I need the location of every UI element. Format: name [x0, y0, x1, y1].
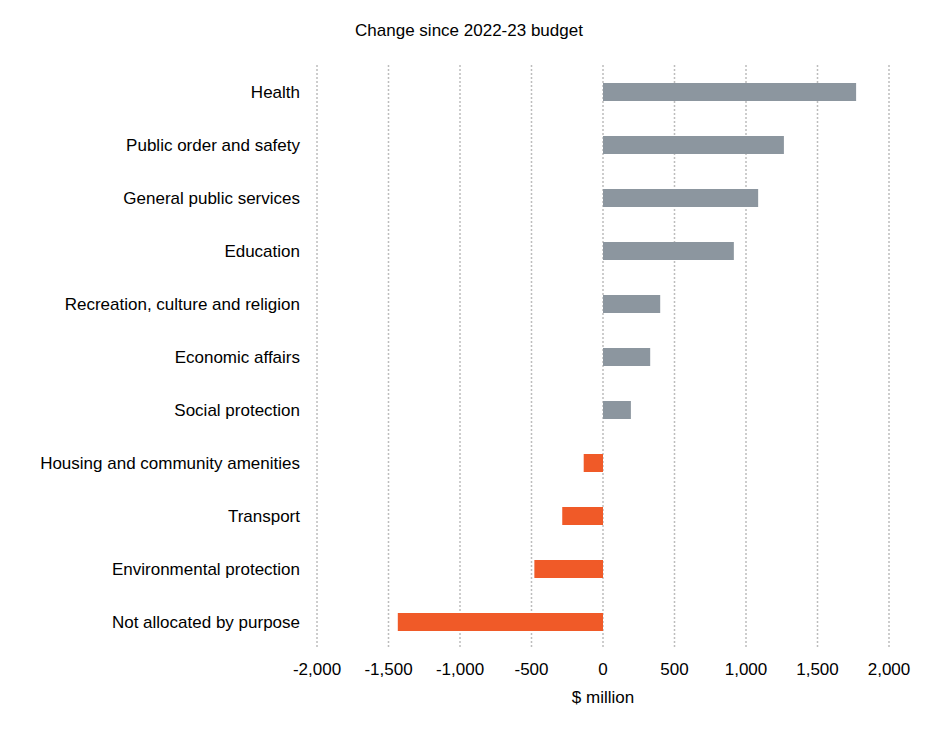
tick-label: 1,500 — [796, 660, 839, 679]
grid-line — [817, 65, 819, 648]
grid-line — [388, 65, 390, 648]
category-label: Environmental protection — [112, 560, 300, 579]
title: Change since 2022-23 budget — [355, 21, 583, 40]
category-label: General public services — [123, 189, 300, 208]
grid-line — [531, 65, 533, 648]
bar — [603, 189, 758, 207]
category-label: Health — [251, 83, 300, 102]
grid-line — [888, 65, 890, 648]
bar — [562, 507, 603, 525]
category-label: Public order and safety — [126, 136, 300, 155]
bar — [603, 242, 734, 260]
tick-label: 500 — [660, 660, 688, 679]
bar — [603, 83, 856, 101]
grid-line — [316, 65, 318, 648]
bar — [534, 560, 603, 578]
tick-label: -500 — [514, 660, 548, 679]
category-label: Not allocated by purpose — [112, 613, 300, 632]
category-label: Education — [224, 242, 300, 261]
category-label: Transport — [228, 507, 300, 526]
grid-line — [459, 65, 461, 648]
category-label: Housing and community amenities — [40, 454, 300, 473]
bar — [398, 613, 603, 631]
bar — [603, 401, 631, 419]
bar — [603, 136, 784, 154]
tick-label: -1,000 — [436, 660, 484, 679]
tick-label: 0 — [598, 660, 607, 679]
tick-label: -1,500 — [364, 660, 412, 679]
bar — [584, 454, 603, 472]
category-label: Economic affairs — [175, 348, 300, 367]
bars — [398, 83, 856, 631]
tick-label: -2,000 — [293, 660, 341, 679]
tick-label: 1,000 — [725, 660, 768, 679]
bar — [603, 295, 660, 313]
category-label: Recreation, culture and religion — [65, 295, 300, 314]
bar — [603, 348, 650, 366]
axis-label: $ million — [572, 688, 634, 707]
category-label: Social protection — [174, 401, 300, 420]
chart: Change since 2022-23 budget -2,000 -1,500 -… — [0, 0, 936, 734]
tick-label: 2,000 — [868, 660, 911, 679]
